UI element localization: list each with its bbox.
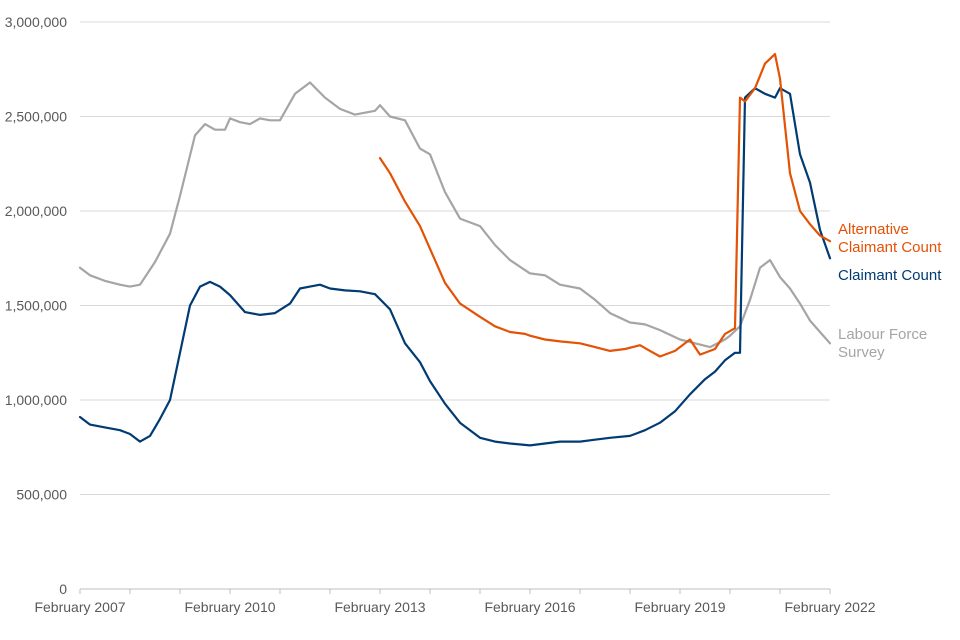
x-axis-ticks: February 2007 February 2010 February 2013 F… — [34, 589, 876, 615]
series-label-alternative-claimant-count: Alternative Claimant Count — [838, 221, 942, 256]
series-line-claimant-count — [78, 87, 832, 447]
y-tick-label: 1,500,000 — [5, 298, 67, 314]
y-tick-label: 2,500,000 — [5, 109, 67, 125]
series-label-line: Survey — [838, 344, 885, 361]
y-tick-label: 3,000,000 — [5, 14, 67, 30]
series-line-labour-force-survey — [78, 81, 832, 349]
y-tick-label: 500,000 — [16, 487, 67, 503]
series-lines — [78, 52, 832, 447]
y-tick-label: 0 — [59, 581, 67, 597]
series-label-line: Alternative — [838, 221, 909, 238]
x-tick-label: February 2022 — [784, 599, 875, 615]
series-line-alternative-claimant-count — [378, 52, 832, 358]
gridlines — [80, 21, 830, 495]
x-tick-label: February 2019 — [634, 599, 725, 615]
series-label-line: Claimant Count — [838, 239, 942, 256]
x-tick-label: February 2013 — [334, 599, 425, 615]
y-tick-label: 1,000,000 — [5, 392, 67, 408]
series-label-claimant-count: Claimant Count — [838, 267, 942, 284]
x-tick-label: February 2010 — [184, 599, 275, 615]
y-axis-tick-labels: 0 500,000 1,000,000 1,500,000 2,000,000 2,500… — [5, 14, 68, 597]
series-label-line: Labour Force — [838, 326, 927, 343]
series-label-labour-force-survey: Labour Force Survey — [838, 326, 927, 361]
series-label-line: Claimant Count — [838, 267, 942, 284]
x-tick-label: February 2007 — [34, 599, 125, 615]
x-tick-label: February 2016 — [484, 599, 575, 615]
y-tick-label: 2,000,000 — [5, 203, 67, 219]
